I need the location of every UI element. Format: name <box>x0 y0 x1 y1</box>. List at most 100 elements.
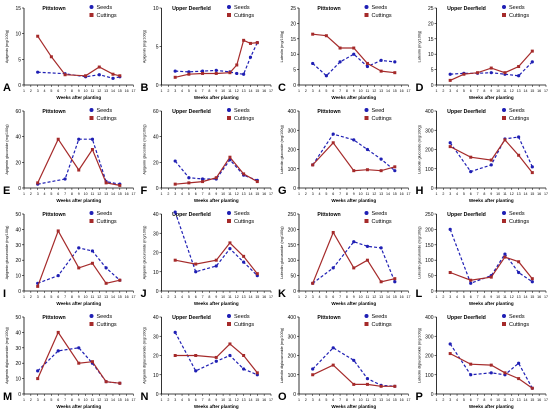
legend-marker-cuttings <box>502 116 506 120</box>
x-tick-label: 11 <box>503 295 507 299</box>
y-tick-label: 100 <box>288 373 297 379</box>
x-tick-label: 11 <box>503 89 507 93</box>
x-tick-label: 6 <box>195 398 197 402</box>
x-tick-label: 3 <box>449 89 451 93</box>
legend-marker-seeds <box>227 5 231 9</box>
data-point-cuttings <box>489 66 493 70</box>
data-point-cuttings <box>56 330 60 334</box>
x-tick-label: 11 <box>91 192 95 196</box>
data-point-cuttings <box>77 361 81 365</box>
x-tick-label: 13 <box>379 89 383 93</box>
x-tick-label: 8 <box>346 398 348 402</box>
x-tick-label: 9 <box>215 295 217 299</box>
x-tick-label: 17 <box>544 295 548 299</box>
x-tick-label: 3 <box>174 295 176 299</box>
data-point-cuttings <box>235 63 239 67</box>
x-tick-label: 1 <box>298 192 300 196</box>
x-tick-label: 16 <box>262 398 266 402</box>
chart-title: Pittstown <box>42 6 65 12</box>
data-point-seeds <box>311 61 315 66</box>
series-line-cuttings <box>449 353 533 389</box>
data-point-seeds <box>242 260 246 264</box>
data-point-seeds <box>311 367 315 371</box>
legend-label: Seeds <box>234 211 250 217</box>
series-line-seeds <box>449 229 533 285</box>
x-tick-label: 3 <box>37 295 39 299</box>
data-point-cuttings <box>517 153 521 157</box>
x-tick-label: 16 <box>125 295 129 299</box>
data-point-cuttings <box>311 32 315 36</box>
y-tick-label: 5 <box>293 68 296 74</box>
x-tick-label: 15 <box>255 192 259 196</box>
x-tick-label: 7 <box>202 192 204 196</box>
x-tick-label: 1 <box>23 89 25 93</box>
x-tick-label: 11 <box>366 295 370 299</box>
x-tick-label: 9 <box>215 192 217 196</box>
x-tick-label: 6 <box>57 89 59 93</box>
data-point-cuttings <box>503 255 507 259</box>
y-axis-label: Luteolin diglucuronide (mg/100g) <box>418 327 422 383</box>
panel-letter: D <box>416 82 424 94</box>
x-tick-label: 12 <box>372 295 376 299</box>
data-point-seeds <box>200 177 205 181</box>
x-tick-label: 10 <box>84 192 88 196</box>
x-tick-label: 11 <box>503 192 507 196</box>
x-tick-label: 2 <box>305 89 307 93</box>
data-point-cuttings <box>365 61 369 65</box>
x-tick-label: 12 <box>97 192 101 196</box>
x-tick-label: 14 <box>111 89 115 93</box>
data-point-cuttings <box>393 277 397 281</box>
data-point-cuttings <box>104 281 108 285</box>
legend-marker-seeds <box>227 108 231 112</box>
legend-label: Seeds <box>97 5 113 11</box>
x-tick-label: 5 <box>325 192 327 196</box>
data-point-cuttings <box>90 148 94 151</box>
data-point-cuttings <box>489 363 493 367</box>
x-tick-label: 15 <box>118 295 122 299</box>
x-tick-label: 15 <box>255 295 259 299</box>
panel-letter: P <box>416 391 423 403</box>
x-tick-label: 9 <box>353 89 355 93</box>
data-point-seeds <box>97 73 101 77</box>
data-point-cuttings <box>469 155 473 159</box>
x-tick-label: 1 <box>436 295 438 299</box>
x-tick-label: 4 <box>44 89 46 93</box>
x-tick-label: 17 <box>544 398 548 402</box>
x-tick-label: 7 <box>64 398 66 402</box>
data-point-cuttings <box>228 71 232 75</box>
x-tick-label: 3 <box>312 398 314 402</box>
data-point-cuttings <box>90 360 94 364</box>
legend-marker-cuttings <box>89 219 94 223</box>
y-axis-label: Luteolin glucuronide (mg/100g) <box>418 226 422 279</box>
data-point-cuttings <box>194 262 198 266</box>
x-tick-label: 2 <box>167 398 169 402</box>
legend-label: Seeds <box>372 211 388 217</box>
x-tick-label: 15 <box>255 89 259 93</box>
data-point-seeds <box>338 60 342 64</box>
y-tick-label: 20 <box>15 258 21 264</box>
panel-letter: L <box>416 288 423 300</box>
x-tick-label: 11 <box>91 398 95 402</box>
x-tick-label: 9 <box>490 89 492 93</box>
x-tick-label: 7 <box>339 89 341 93</box>
data-point-cuttings <box>331 230 335 234</box>
data-point-seeds <box>187 70 191 74</box>
x-tick-label: 10 <box>496 89 500 93</box>
x-tick-label: 15 <box>393 398 397 402</box>
x-tick-label: 3 <box>174 398 176 402</box>
x-tick-label: 14 <box>386 295 390 299</box>
data-point-seeds <box>77 346 81 350</box>
data-point-cuttings <box>365 168 369 172</box>
x-tick-label: 15 <box>393 192 397 196</box>
data-point-seeds <box>36 70 40 74</box>
data-point-seeds <box>379 246 383 250</box>
x-tick-label: 6 <box>332 89 334 93</box>
y-tick-label: 30 <box>153 231 159 237</box>
legend-marker-seeds <box>502 5 506 9</box>
x-tick-label: 13 <box>242 89 246 93</box>
y-tick-label: 300 <box>288 128 297 134</box>
legend-label: Seeds <box>372 5 388 11</box>
x-tick-label: 3 <box>174 192 176 196</box>
